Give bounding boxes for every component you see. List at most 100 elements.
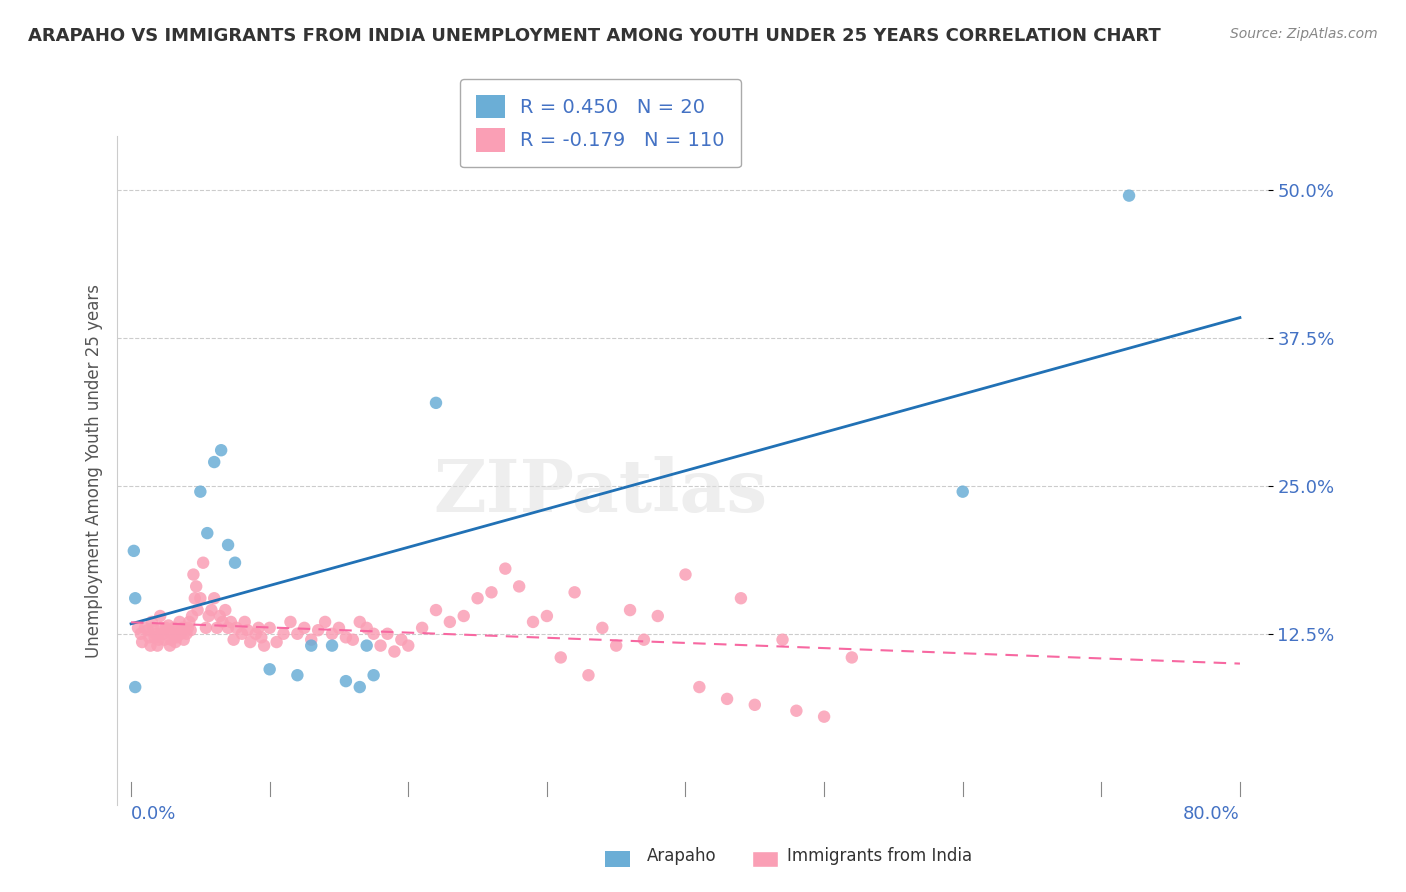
Point (481, 585, 503, 599)
Point (197, 609, 219, 624)
Point (389, 632, 412, 647)
Text: 0.0%: 0.0% (131, 805, 176, 823)
Point (224, 556, 246, 570)
Text: Immigrants from India: Immigrants from India (787, 847, 973, 865)
Text: ZIPatlas: ZIPatlas (433, 456, 768, 526)
Text: Source: ZipAtlas.com: Source: ZipAtlas.com (1230, 27, 1378, 41)
Point (187, 603, 209, 617)
Point (208, 609, 231, 624)
Point (259, 621, 281, 635)
Point (321, 627, 343, 641)
Point (342, 632, 364, 647)
Point (163, 621, 186, 635)
Point (245, 627, 267, 641)
Point (143, 630, 166, 644)
Point (157, 618, 180, 632)
Point (335, 630, 357, 644)
Point (141, 615, 163, 629)
Point (377, 627, 399, 641)
Point (425, 396, 447, 410)
Point (155, 621, 177, 635)
Point (166, 630, 188, 644)
Point (550, 650, 572, 665)
Point (219, 615, 242, 629)
Point (183, 567, 205, 582)
Point (217, 538, 239, 552)
Point (170, 627, 193, 641)
Point (250, 630, 273, 644)
Point (280, 615, 302, 629)
Point (522, 615, 544, 629)
Point (287, 668, 309, 682)
Point (156, 624, 179, 638)
Point (177, 621, 200, 635)
Point (299, 639, 322, 653)
Legend: R = 0.450   N = 20, R = -0.179   N = 110: R = 0.450 N = 20, R = -0.179 N = 110 (460, 79, 741, 168)
Point (145, 627, 167, 641)
Point (191, 556, 214, 570)
Point (591, 621, 613, 635)
Point (453, 609, 475, 624)
Text: 80.0%: 80.0% (1184, 805, 1240, 823)
Point (287, 627, 309, 641)
Point (169, 615, 191, 629)
Text: ARAPAHO VS IMMIGRANTS FROM INDIA UNEMPLOYMENT AMONG YOUTH UNDER 25 YEARS CORRELA: ARAPAHO VS IMMIGRANTS FROM INDIA UNEMPLO… (28, 27, 1161, 45)
Point (152, 627, 174, 641)
Point (184, 591, 207, 606)
Point (173, 632, 195, 647)
Point (236, 624, 259, 638)
Point (176, 627, 198, 641)
Point (425, 603, 447, 617)
Point (239, 635, 262, 649)
Point (179, 615, 201, 629)
Point (190, 591, 212, 606)
Point (253, 639, 276, 653)
Point (647, 609, 669, 624)
Point (134, 621, 156, 635)
Point (195, 526, 218, 541)
Point (200, 603, 222, 617)
Point (202, 455, 225, 469)
Point (370, 639, 392, 653)
Point (209, 443, 232, 458)
Point (202, 591, 225, 606)
Point (730, 591, 752, 606)
Point (841, 650, 863, 665)
Point (211, 615, 233, 629)
Point (225, 621, 247, 635)
Point (439, 615, 461, 629)
Point (384, 644, 406, 658)
Point (292, 621, 315, 635)
Point (328, 621, 350, 635)
Point (772, 632, 794, 647)
Point (124, 591, 146, 606)
Point (619, 603, 641, 617)
Point (411, 621, 433, 635)
Point (564, 585, 586, 599)
Point (172, 621, 194, 635)
Point (314, 615, 336, 629)
Point (131, 635, 153, 649)
Point (129, 627, 152, 641)
Point (335, 674, 357, 689)
Text: Arapaho: Arapaho (647, 847, 717, 865)
Point (194, 621, 217, 635)
Point (259, 662, 281, 676)
Point (273, 627, 295, 641)
Point (785, 704, 807, 718)
Point (214, 603, 236, 617)
Point (494, 561, 516, 575)
Point (952, 484, 974, 499)
Point (165, 635, 187, 649)
Point (150, 621, 173, 635)
Point (247, 621, 270, 635)
Point (162, 627, 184, 641)
Point (508, 579, 530, 593)
Point (127, 621, 149, 635)
Point (467, 591, 489, 606)
Point (149, 609, 172, 624)
Point (181, 609, 204, 624)
Point (148, 632, 170, 647)
Point (167, 624, 190, 638)
Point (349, 615, 371, 629)
